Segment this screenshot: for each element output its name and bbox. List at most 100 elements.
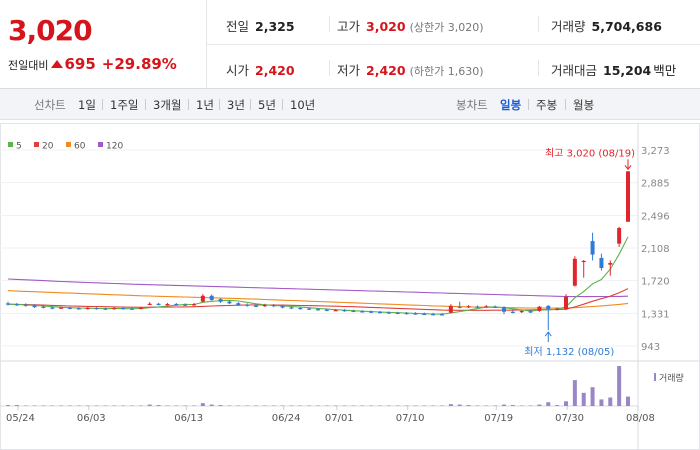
volume-bar <box>457 404 462 406</box>
divider <box>188 99 189 110</box>
divider <box>538 16 539 32</box>
divider <box>282 99 283 110</box>
x-tick-label: 06/03 <box>77 413 106 424</box>
candle-chart-label: 봉차트 <box>456 98 488 112</box>
divider <box>329 16 330 32</box>
candle-body <box>484 306 489 308</box>
ma60-line <box>7 290 629 309</box>
period-1y[interactable]: 1년 <box>196 98 214 112</box>
volume-bar <box>218 405 223 406</box>
info-divider <box>207 44 700 45</box>
prev-close-label: 전일 <box>226 19 250 34</box>
candle-body <box>32 305 37 308</box>
candle-body <box>360 311 365 313</box>
candle-body <box>6 303 10 305</box>
candle-body <box>493 306 498 308</box>
candlestick-series <box>6 171 630 331</box>
y-tick-label: 2,108 <box>641 244 670 255</box>
prev-close: 전일 2,325 <box>226 16 295 35</box>
candle-body <box>413 313 418 315</box>
candle-body <box>519 310 524 313</box>
y-tick-label: 1,331 <box>641 309 670 320</box>
volume-bar <box>572 380 577 406</box>
period-3y[interactable]: 3년 <box>227 98 245 112</box>
change-amount: 695 <box>64 55 96 73</box>
candle-body <box>555 308 560 311</box>
high-annotation: 최고 3,020 (08/19) <box>545 147 635 159</box>
divider <box>102 99 103 110</box>
volume-label: 거래량 <box>551 19 586 34</box>
candle-body <box>590 241 595 255</box>
volume-bar <box>14 405 19 406</box>
period-10y[interactable]: 10년 <box>290 98 316 112</box>
legend-label: 20 <box>42 142 54 152</box>
candle-body <box>271 305 276 307</box>
candle-body <box>289 307 294 309</box>
candle-body <box>324 309 329 311</box>
amount-label: 거래대금 <box>551 63 598 78</box>
candle-body <box>236 303 241 306</box>
candle-monthly[interactable]: 월봉 <box>573 98 595 112</box>
divider <box>528 99 529 110</box>
volume-bar <box>537 404 542 406</box>
candle-body <box>351 310 356 312</box>
volume-bar <box>6 405 10 406</box>
candle-body <box>395 312 400 314</box>
candle-body <box>94 307 99 310</box>
candle-body <box>156 303 161 305</box>
low-price: 저가 2,420 (하한가 1,630) <box>337 60 484 79</box>
volume-bar <box>200 403 205 406</box>
candle-body <box>431 314 436 316</box>
up-arrow-icon <box>51 60 64 68</box>
candle-body <box>245 304 250 306</box>
y-tick-label: 2,885 <box>641 179 670 190</box>
legend-label: 120 <box>106 142 123 152</box>
candle-body <box>546 305 551 310</box>
open-value: 2,420 <box>255 63 295 78</box>
candle-body <box>564 296 568 310</box>
candle-body <box>130 308 134 310</box>
period-1d[interactable]: 1일 <box>78 98 96 112</box>
period-1w[interactable]: 1주일 <box>110 98 139 112</box>
period-3m[interactable]: 3개월 <box>153 98 182 112</box>
amount-info: 거래대금 15,204 백만 <box>551 60 676 79</box>
x-tick-label: 07/19 <box>484 413 513 424</box>
candle-body <box>422 313 427 315</box>
low-arrow-head <box>544 331 552 337</box>
current-price: 3,020 <box>8 14 93 47</box>
candle-body <box>183 304 188 306</box>
legend-label: 5 <box>16 142 22 152</box>
divider <box>329 60 330 76</box>
candle-body <box>280 306 285 308</box>
volume-bar <box>617 366 622 406</box>
candle-body <box>147 303 152 305</box>
candle-body <box>68 307 72 309</box>
amount-unit: 백만 <box>653 63 677 78</box>
candle-body <box>85 307 90 310</box>
candle-body <box>369 311 374 313</box>
candle-body <box>209 295 214 300</box>
volume-bar <box>147 404 152 406</box>
candle-body <box>510 311 515 313</box>
candle-body <box>218 299 223 302</box>
chart-annotations: 최고 3,020 (08/19) 최저 1,132 (08/05) <box>524 147 635 358</box>
divider <box>538 60 539 76</box>
low-label: 저가 <box>337 63 361 78</box>
legend-label: 60 <box>74 142 86 152</box>
candle-body <box>254 305 258 307</box>
high-value: 3,020 <box>366 19 406 34</box>
candle-body <box>333 310 338 312</box>
volume-bar <box>555 405 560 406</box>
prev-close-value: 2,325 <box>255 19 295 34</box>
candle-daily[interactable]: 일봉 <box>500 98 522 112</box>
candle-body <box>581 260 586 263</box>
volume-bars: 거래량 <box>6 366 684 406</box>
candle-body <box>316 309 320 311</box>
low-annotation: 최저 1,132 (08/05) <box>524 346 614 358</box>
candle-body <box>404 313 409 315</box>
y-axis: 3,273 2,885 2,496 2,108 1,720 1,331 943 <box>641 146 670 353</box>
period-5y[interactable]: 5년 <box>258 98 276 112</box>
candle-body <box>386 312 391 314</box>
candle-weekly[interactable]: 주봉 <box>536 98 558 112</box>
line-chart-label: 선차트 <box>34 98 66 112</box>
